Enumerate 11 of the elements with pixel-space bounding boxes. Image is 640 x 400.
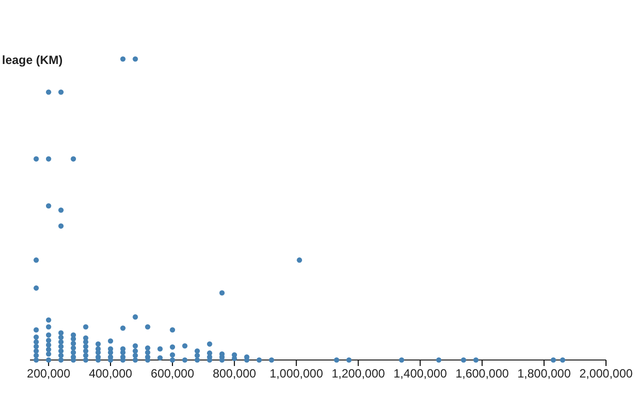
x-tick-label: 1,400,000	[394, 366, 448, 381]
x-tick-label: 1,800,000	[517, 366, 572, 381]
x-tick-label: 200,000	[26, 366, 71, 381]
x-tick-label: 2,000,000	[579, 366, 634, 381]
x-tick-label: 600,000	[150, 366, 194, 381]
x-tick-label: 800,000	[212, 366, 256, 381]
x-tick-label: 400,000	[88, 366, 133, 381]
y-axis-title: leage (KM)	[2, 53, 63, 67]
x-tick-label: 1,600,000	[455, 366, 510, 381]
x-tick-label: 1,200,000	[332, 366, 386, 381]
x-tick-label: 1,000,000	[270, 366, 324, 381]
